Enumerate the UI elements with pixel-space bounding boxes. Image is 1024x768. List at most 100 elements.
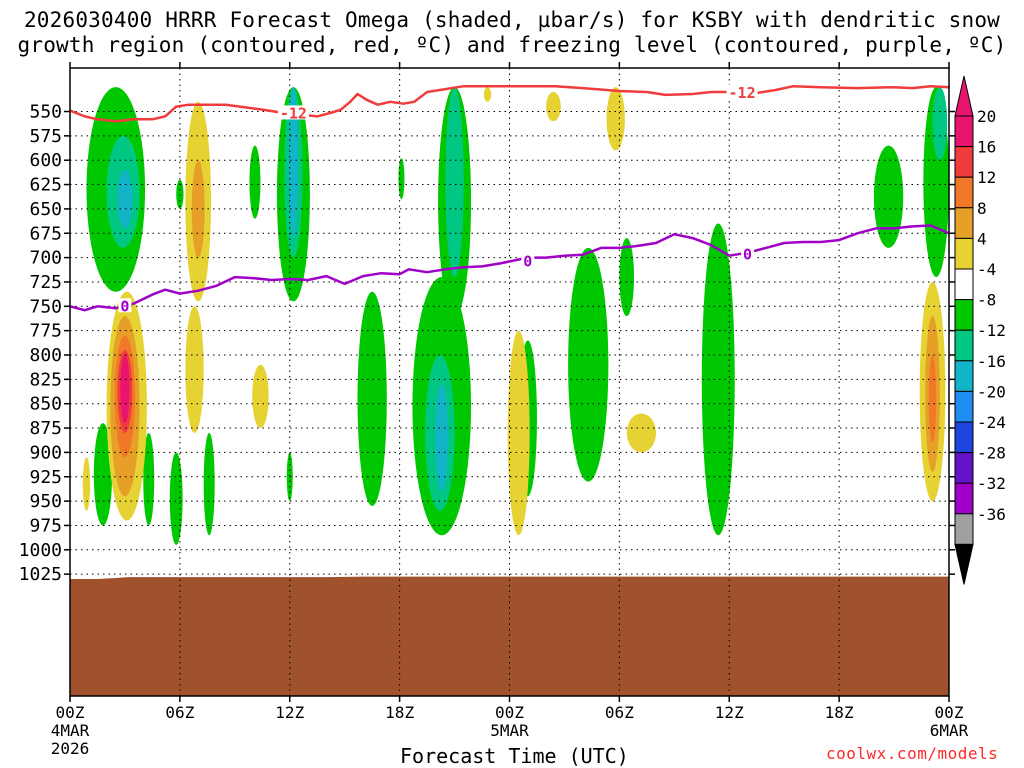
credit-link[interactable]: coolwx.com/models: [826, 744, 999, 763]
colorbar-bottom-arrow: [954, 543, 974, 585]
ytick-label-775: 775: [29, 321, 62, 342]
contour-layer: -12 -12 0 0 0: [70, 84, 949, 315]
ytick-label-650: 650: [29, 199, 62, 220]
omega-region-9: [932, 87, 948, 161]
omega-region-20: [169, 452, 183, 545]
contour-label-bg-1-1: [521, 253, 535, 268]
omega-region-33: [120, 355, 130, 424]
omega-region-2: [117, 169, 133, 229]
xtick-label-36: 12Z: [715, 703, 744, 722]
y-axis: 550 575 600 625 650 675 700 725 750 775 800 825 850 8…: [19, 102, 955, 585]
terrain-layer: [70, 576, 949, 696]
colorbar-cell-9: [954, 390, 974, 423]
colorbar-cell-7: [954, 329, 974, 362]
contour-label-1-2: 0: [743, 246, 752, 264]
omega-region-36: [252, 364, 269, 429]
ytick-label-675: 675: [29, 223, 62, 244]
ytick-label-625: 625: [29, 175, 62, 196]
colorbar-label-5: -4: [977, 260, 996, 279]
omega-region-22: [286, 452, 293, 502]
omega-region-41: [626, 413, 656, 453]
contour-label-1-1: 0: [523, 252, 532, 270]
xtick-date-24: 5MAR: [490, 721, 529, 740]
x-axis-title: Forecast Time (UTC): [400, 744, 629, 768]
xtick-label-48: 00Z: [935, 703, 964, 722]
contour-line-1: [70, 224, 949, 312]
omega-region-21: [203, 432, 215, 536]
chart-title-line2: growth region (contoured, red, ºC) and f…: [17, 33, 1007, 57]
colorbar-cell-1: [954, 146, 974, 178]
colorbar-label-7: -12: [977, 321, 1006, 340]
colorbar-cell-10: [954, 421, 974, 454]
colorbar-cell-11: [954, 452, 974, 484]
colorbar-cell-8: [954, 360, 974, 392]
contour-label-0-0: -12: [280, 104, 307, 122]
omega-region-25: [619, 238, 635, 317]
xtick-year-0: 2026: [51, 739, 90, 758]
contour-label-bg-0-1: [726, 84, 758, 99]
xtick-label-0: 00Z: [56, 703, 85, 722]
colorbar-cell-4: [954, 237, 974, 270]
omega-region-24: [568, 247, 609, 482]
terrain-fill: [70, 576, 949, 696]
ytick-label-825: 825: [29, 369, 62, 390]
colorbar-label-8: -16: [977, 352, 1006, 371]
omega-region-26: [701, 223, 735, 536]
omega-region-38: [606, 87, 625, 151]
ytick-label-700: 700: [29, 248, 62, 269]
colorbar-cell-5: [954, 268, 974, 301]
omega-region-5: [288, 87, 298, 239]
colorbar-label-0: 20: [977, 107, 996, 126]
omega-region-18: [93, 423, 113, 526]
grid-layer: [70, 68, 949, 696]
contour-label-0-1: -12: [729, 84, 756, 102]
colorbar-top-arrow: [954, 75, 974, 117]
ytick-label-575: 575: [29, 126, 62, 147]
omega-region-40: [483, 87, 492, 102]
omega-region-28: [191, 160, 205, 258]
colorbar-cell-0: [954, 115, 974, 148]
omega-region-13: [873, 145, 904, 248]
colorbar-label-4: 4: [977, 229, 987, 248]
ytick-label-900: 900: [29, 442, 62, 463]
xtick-label-6: 06Z: [165, 703, 194, 722]
omega-region-35: [185, 306, 204, 433]
omega-region-19: [143, 432, 155, 526]
contour-label-bg-1-2: [741, 246, 755, 261]
colorbar-label-12: -32: [977, 474, 1006, 493]
ytick-label-1000: 1000: [19, 540, 62, 561]
xtick-label-12: 12Z: [275, 703, 304, 722]
xtick-label-30: 06Z: [605, 703, 634, 722]
omega-region-7: [445, 87, 464, 278]
colorbar-label-9: -20: [977, 382, 1006, 401]
colorbar-label-11: -28: [977, 444, 1006, 463]
ytick-label-600: 600: [29, 150, 62, 171]
ytick-label-975: 975: [29, 515, 62, 536]
colorbar-cell-2: [954, 176, 974, 209]
colorbar-label-6: -8: [977, 291, 996, 310]
xtick-label-18: 18Z: [385, 703, 414, 722]
ytick-label-750: 750: [29, 296, 62, 317]
colorbar: 20 16 12 8 4 -4 -8 -12 -16 -20 -24 -28 -32 -36: [954, 75, 1006, 585]
ytick-label-950: 950: [29, 491, 62, 512]
colorbar-label-2: 12: [977, 168, 996, 187]
colorbar-cell-12: [954, 482, 974, 515]
ytick-label-725: 725: [29, 272, 62, 293]
ytick-label-875: 875: [29, 418, 62, 439]
contour-label-1-0: 0: [120, 297, 129, 315]
ytick-label-550: 550: [29, 102, 62, 123]
colorbar-label-1: 16: [977, 138, 996, 157]
xtick-date-48: 6MAR: [930, 721, 969, 740]
contour-line-0: [70, 84, 949, 123]
colorbar-label-10: -24: [977, 413, 1006, 432]
ytick-label-850: 850: [29, 394, 62, 415]
omega-region-14: [357, 291, 387, 506]
colorbar-label-13: -36: [977, 505, 1006, 524]
omega-region-37: [507, 330, 530, 536]
omega-region-39: [546, 92, 561, 122]
contour-label-bg-0-0: [277, 105, 309, 120]
contour-label-bg-1-0: [118, 298, 132, 313]
colorbar-label-3: 8: [977, 199, 987, 218]
